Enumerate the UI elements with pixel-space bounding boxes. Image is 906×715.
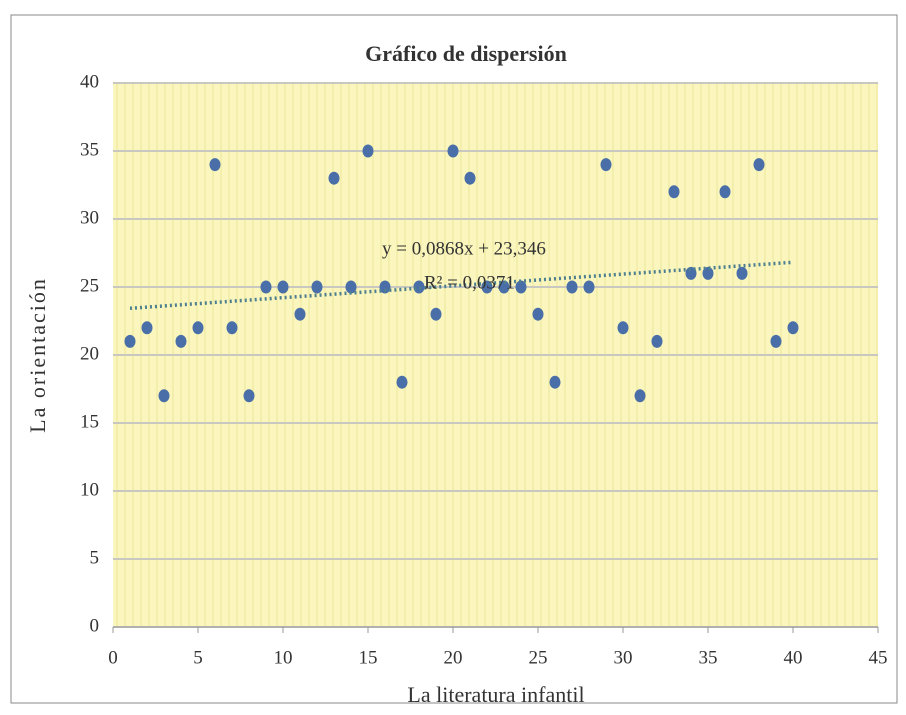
point: [634, 389, 646, 403]
x-tick-label: 45: [869, 647, 888, 668]
point: [566, 280, 578, 294]
point: [498, 280, 510, 294]
trendline: [129, 260, 794, 311]
point: [294, 307, 306, 321]
point: [753, 158, 765, 172]
point: [617, 321, 629, 335]
point: [226, 321, 238, 335]
y-tick-label: 5: [90, 547, 100, 568]
point: [379, 280, 391, 294]
point: [158, 389, 170, 403]
point: [447, 144, 459, 158]
point: [311, 280, 323, 294]
chart-title: Gráfico de dispersión: [365, 41, 567, 66]
point: [260, 280, 272, 294]
y-tick-label: 40: [80, 71, 99, 92]
x-tick-label: 30: [614, 647, 633, 668]
point: [464, 171, 476, 185]
x-tick-label: 35: [699, 647, 718, 668]
point: [362, 144, 374, 158]
point: [413, 280, 425, 294]
point: [651, 334, 663, 348]
trendline-r2: R² = 0,0371: [424, 272, 515, 293]
point: [532, 307, 544, 321]
y-tick-label: 15: [80, 411, 99, 432]
point: [124, 334, 136, 348]
x-tick-label: 5: [193, 647, 203, 668]
point: [243, 389, 255, 403]
x-tick-label: 15: [359, 647, 378, 668]
point: [736, 266, 748, 280]
x-tick-label: 0: [108, 647, 118, 668]
point: [668, 185, 680, 199]
point: [396, 375, 408, 389]
point: [787, 321, 799, 335]
y-tick-label: 35: [80, 139, 99, 160]
point: [192, 321, 204, 335]
point: [430, 307, 442, 321]
y-tick-label: 20: [80, 343, 99, 364]
x-tick-label: 25: [529, 647, 548, 668]
point: [345, 280, 357, 294]
point: [770, 334, 782, 348]
y-tick-label: 0: [90, 615, 100, 636]
point: [600, 158, 612, 172]
x-tick-label: 40: [784, 647, 803, 668]
point: [141, 321, 153, 335]
y-axis-label: La orientación: [25, 277, 50, 433]
point: [583, 280, 595, 294]
point: [549, 375, 561, 389]
y-tick-label: 25: [80, 275, 99, 296]
y-tick-label: 10: [80, 479, 99, 500]
x-tick-label: 10: [274, 647, 293, 668]
y-tick-label: 30: [80, 207, 99, 228]
trendline-equation: y = 0,0868x + 23,346: [382, 238, 546, 259]
point: [719, 185, 731, 199]
point: [277, 280, 289, 294]
point: [175, 334, 187, 348]
point: [328, 171, 340, 185]
point: [702, 266, 714, 280]
point: [515, 280, 527, 294]
x-tick-label: 20: [444, 647, 463, 668]
x-axis-label: La literatura infantil: [407, 682, 584, 707]
point: [209, 158, 221, 172]
